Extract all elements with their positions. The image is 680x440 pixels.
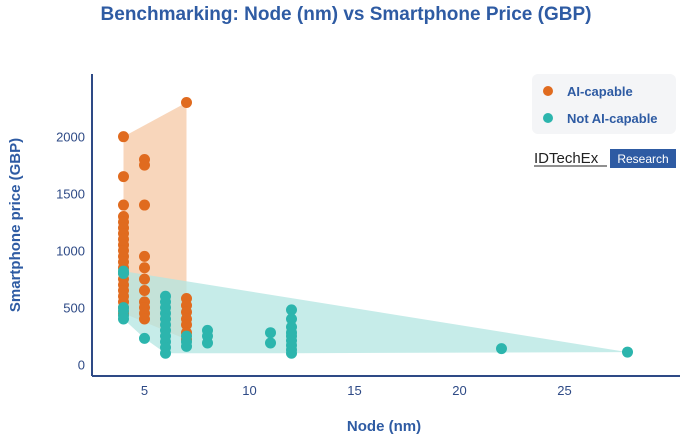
y-axis-title: Smartphone price (GBP) — [7, 138, 24, 312]
y-tick-label: 1500 — [56, 187, 85, 202]
hull-not-ai-capable — [123, 271, 628, 354]
point-ai-capable — [139, 313, 150, 325]
point-not-ai-capable — [496, 343, 507, 355]
y-ticks: 0 500 1000 1500 2000 — [56, 130, 85, 373]
x-tick-label: 10 — [242, 383, 256, 398]
point-ai-capable — [139, 273, 150, 285]
point-not-ai-capable — [286, 347, 297, 359]
logo-brand: IDTechEx — [534, 150, 599, 167]
point-ai-capable — [139, 250, 150, 262]
series-not-ai-capable — [118, 265, 633, 359]
point-ai-capable — [118, 131, 129, 143]
legend-marker-not-ai-capable — [543, 113, 553, 123]
x-tick-label: 5 — [141, 383, 148, 398]
point-not-ai-capable — [181, 340, 192, 352]
point-ai-capable — [139, 262, 150, 274]
point-ai-capable — [139, 199, 150, 211]
chart-title: Benchmarking: Node (nm) vs Smartphone Pr… — [101, 4, 592, 25]
legend-marker-ai-capable — [543, 86, 553, 96]
x-tick-label: 25 — [557, 383, 571, 398]
point-ai-capable — [181, 96, 192, 108]
point-not-ai-capable — [286, 313, 297, 325]
point-ai-capable — [139, 159, 150, 171]
axes: 5 10 15 20 25 0 500 1000 1500 2000 — [56, 74, 680, 398]
x-tick-label: 15 — [347, 383, 361, 398]
plot-area — [118, 96, 633, 359]
y-tick-label: 1000 — [56, 244, 85, 259]
y-tick-label: 2000 — [56, 130, 85, 145]
points-layer — [118, 96, 633, 359]
hull-layer — [123, 102, 628, 354]
point-not-ai-capable — [622, 346, 633, 358]
legend-box — [532, 74, 676, 134]
point-ai-capable — [118, 171, 129, 183]
y-tick-label: 500 — [63, 301, 85, 316]
point-not-ai-capable — [286, 304, 297, 316]
point-ai-capable — [118, 199, 129, 211]
logo-tag: Research — [617, 152, 668, 166]
point-not-ai-capable — [265, 327, 276, 339]
point-not-ai-capable — [139, 332, 150, 344]
logo-tag-box — [610, 149, 676, 168]
legend-label-ai-capable: AI-capable — [567, 84, 633, 99]
legend-label-not-ai-capable: Not AI-capable — [567, 111, 658, 126]
x-axis-title: Node (nm) — [347, 418, 421, 435]
point-ai-capable — [181, 319, 192, 331]
x-ticks: 5 10 15 20 25 — [141, 383, 572, 398]
point-not-ai-capable — [118, 313, 129, 325]
point-not-ai-capable — [202, 337, 213, 349]
point-not-ai-capable — [160, 347, 171, 359]
point-ai-capable — [139, 285, 150, 297]
x-tick-label: 20 — [452, 383, 466, 398]
point-not-ai-capable — [118, 267, 129, 279]
point-not-ai-capable — [265, 337, 276, 349]
idtechex-logo: IDTechEx Research — [534, 149, 676, 168]
y-tick-label: 0 — [78, 358, 85, 373]
legend: AI-capable Not AI-capable — [532, 74, 676, 134]
